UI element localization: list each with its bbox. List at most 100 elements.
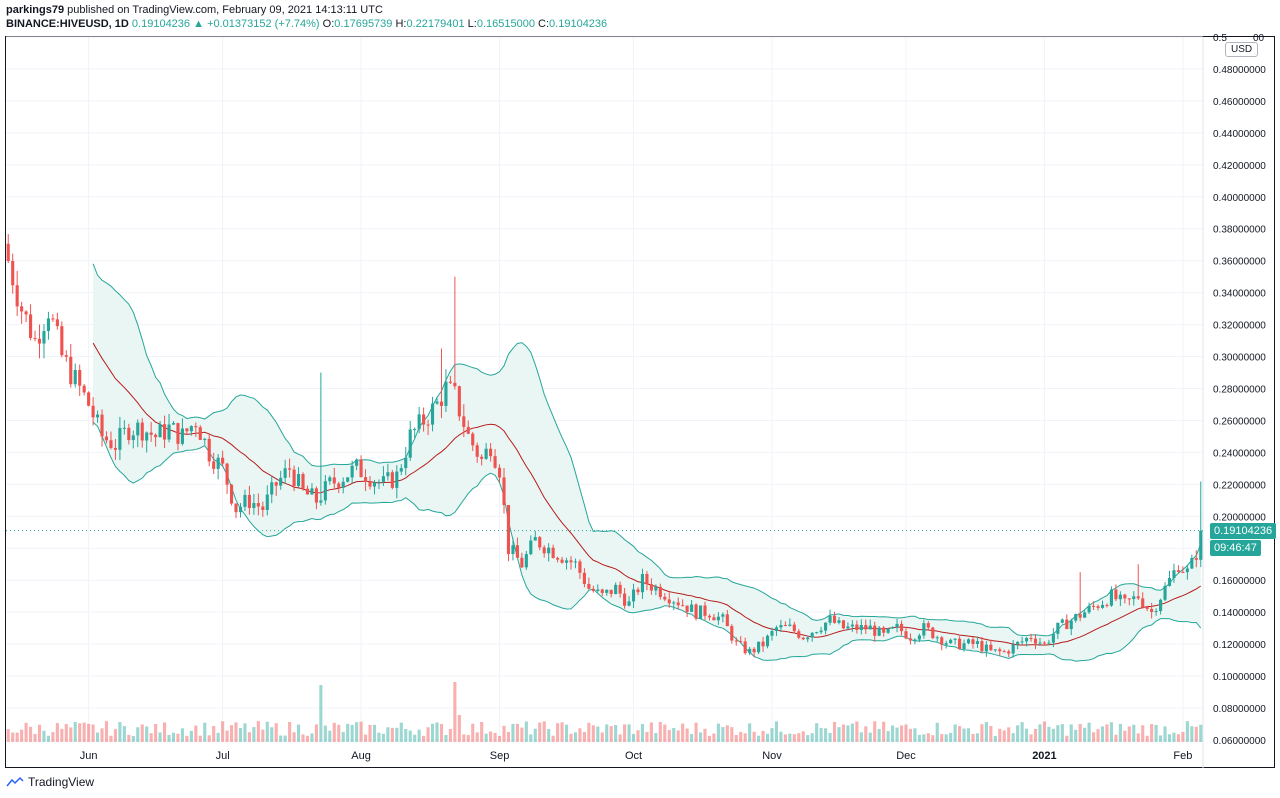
candle-body <box>377 481 381 483</box>
y-tick-label: 0.32000000 <box>1213 321 1266 332</box>
y-tick-label: 0.06000000 <box>1213 736 1266 747</box>
candle-body <box>1163 585 1167 600</box>
candle-body <box>238 506 243 513</box>
candle-body <box>372 482 377 487</box>
candle-body <box>1136 596 1140 599</box>
candle-body <box>600 589 604 593</box>
volume-bar <box>984 722 988 742</box>
candle-body <box>1069 620 1073 630</box>
volume-bar <box>676 730 680 742</box>
candle-body <box>390 472 394 488</box>
volume-bar <box>649 722 653 742</box>
candle-body <box>1007 651 1011 654</box>
candle-body <box>712 617 716 621</box>
candle-body <box>676 602 680 606</box>
tradingview-brand[interactable]: TradingView <box>6 775 94 789</box>
candle-body <box>1105 604 1109 606</box>
candle-body <box>167 424 171 440</box>
candle-body <box>279 477 283 486</box>
open-value: 0.17695739 <box>334 18 393 30</box>
volume-bar <box>51 732 55 742</box>
volume-bar <box>225 730 229 742</box>
volume-bar <box>609 726 613 742</box>
candle-body <box>1172 570 1176 579</box>
candle-body <box>78 370 82 386</box>
candle-body <box>332 477 336 484</box>
candle-body <box>171 423 176 425</box>
candle-body <box>819 630 823 633</box>
candle-body <box>578 561 582 573</box>
candle-body <box>873 625 877 636</box>
candle-body <box>413 429 417 431</box>
candle-body <box>439 401 444 406</box>
candle-body <box>109 440 113 448</box>
volume-bar <box>453 682 457 742</box>
candle-body <box>935 637 939 639</box>
candle-body <box>846 626 850 629</box>
volume-bar <box>399 722 403 742</box>
volume-bar <box>1029 734 1033 742</box>
volume-bar <box>846 725 850 742</box>
author-name[interactable]: parkings79 <box>6 4 65 16</box>
volume-bar <box>422 735 426 742</box>
volume-bar <box>1074 729 1078 742</box>
volume-bar <box>247 732 251 742</box>
candle-body <box>55 319 59 327</box>
candle-body <box>966 639 971 644</box>
volume-bar <box>707 735 712 742</box>
candle-body <box>212 461 216 469</box>
candle-body <box>765 635 770 647</box>
volume-bar <box>296 724 301 742</box>
candle-body <box>949 639 953 644</box>
candle-body <box>381 476 385 482</box>
volume-bar <box>859 732 863 742</box>
volume-bar <box>55 723 59 742</box>
candle-body <box>1159 599 1163 612</box>
volume-bar <box>573 732 578 742</box>
volume-bar <box>82 722 86 742</box>
candle-body <box>743 641 747 654</box>
candle-body <box>1042 642 1047 644</box>
y-tick-label: 0.10000000 <box>1213 672 1266 683</box>
open-label: O: <box>322 18 335 30</box>
candle-body <box>100 414 104 437</box>
volume-bar <box>891 725 895 742</box>
candle-body <box>296 474 301 487</box>
candle-body <box>917 635 921 640</box>
volume-bar <box>1145 735 1149 742</box>
candle-body <box>998 649 1002 652</box>
candle-body <box>980 641 984 652</box>
volume-bar <box>712 733 716 742</box>
candle-body <box>131 435 135 441</box>
candle-body <box>1033 638 1038 644</box>
candle-body <box>855 624 859 630</box>
candle-body <box>149 432 153 435</box>
currency-button[interactable]: USD <box>1225 42 1259 57</box>
volume-bar <box>1141 725 1145 742</box>
candle-body <box>810 632 814 638</box>
candle-body <box>154 434 158 438</box>
volume-bar <box>439 723 444 742</box>
volume-bar <box>167 734 171 742</box>
volume-bar <box>372 724 377 742</box>
candle-body <box>551 547 555 558</box>
candle-body <box>314 488 318 503</box>
volume-bar <box>185 735 189 742</box>
candle-body <box>658 586 662 597</box>
volume-bar <box>274 723 278 742</box>
volume-bar <box>757 735 761 742</box>
volume-bar <box>591 725 595 742</box>
candle-body <box>261 506 265 510</box>
candle-body <box>234 503 238 513</box>
candle-body <box>229 484 234 504</box>
volume-bar <box>989 726 993 742</box>
volume-bar <box>685 728 689 742</box>
candle-body <box>341 481 345 488</box>
candle-body <box>346 477 350 482</box>
volume-bar <box>864 726 868 742</box>
candle-body <box>203 438 207 440</box>
volume-bar <box>109 735 113 742</box>
volume-bar <box>140 724 144 742</box>
volume-bar <box>145 726 149 742</box>
